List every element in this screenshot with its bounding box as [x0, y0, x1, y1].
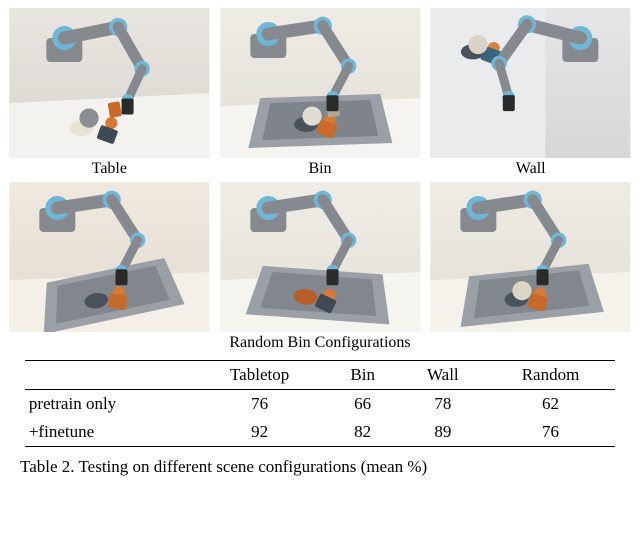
image-row-top: Table Bin Wall — [6, 8, 634, 182]
table-header-row: Tabletop Bin Wall Random — [25, 361, 615, 390]
row-label: pretrain only — [25, 390, 194, 419]
image-cell-table: Table — [6, 8, 213, 182]
row-label: +finetune — [25, 418, 194, 447]
cell-value: 89 — [400, 418, 486, 447]
cell-value: 92 — [194, 418, 326, 447]
table-row: pretrain only 76 66 78 62 — [25, 390, 615, 419]
robot-scene-random-1 — [217, 182, 424, 332]
image-cell-random-1 — [217, 182, 424, 332]
table-header-wall: Wall — [400, 361, 486, 390]
bottom-row-caption: Random Bin Configurations — [6, 332, 634, 360]
cell-value: 76 — [194, 390, 326, 419]
cell-value: 76 — [486, 418, 615, 447]
image-caption-wall: Wall — [516, 158, 546, 182]
table-header-random: Random — [486, 361, 615, 390]
image-cell-wall: Wall — [427, 8, 634, 182]
table-header-tabletop: Tabletop — [194, 361, 326, 390]
table-row: +finetune 92 82 89 76 — [25, 418, 615, 447]
cell-value: 62 — [486, 390, 615, 419]
robot-scene-table — [6, 8, 213, 158]
image-caption-table: Table — [92, 158, 127, 182]
image-cell-random-0 — [6, 182, 213, 332]
results-table: Tabletop Bin Wall Random pretrain only 7… — [25, 360, 615, 447]
image-cell-random-2 — [427, 182, 634, 332]
robot-scene-random-2 — [427, 182, 634, 332]
figure-container: Table Bin Wall — [0, 0, 640, 477]
image-cell-bin: Bin — [217, 8, 424, 182]
cell-value: 78 — [400, 390, 486, 419]
table-caption: Table 2. Testing on different scene conf… — [6, 447, 634, 477]
table-header-bin: Bin — [326, 361, 400, 390]
robot-scene-bin — [217, 8, 424, 158]
robot-scene-random-0 — [6, 182, 213, 332]
image-row-bottom — [6, 182, 634, 332]
image-caption-bin: Bin — [308, 158, 331, 182]
cell-value: 66 — [326, 390, 400, 419]
cell-value: 82 — [326, 418, 400, 447]
robot-scene-wall — [427, 8, 634, 158]
table-header-empty — [25, 361, 194, 390]
